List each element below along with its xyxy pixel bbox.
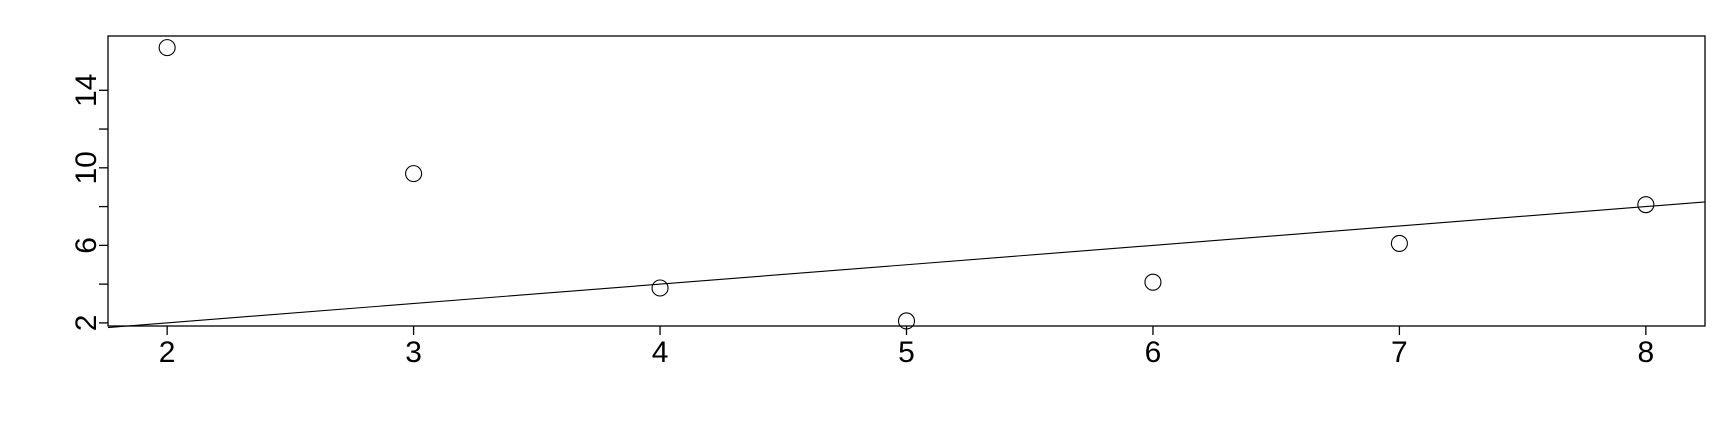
data-point [1637,196,1655,214]
x-tick-label: 6 [1145,336,1162,369]
x-tick-label: 2 [159,336,176,369]
data-point [1144,273,1162,291]
y-tick-label: 10 [70,151,103,184]
x-axis: 2 3 4 5 6 7 8 [159,326,1654,369]
x-tick-label: 4 [652,336,669,369]
x-tick-label: 8 [1638,336,1655,369]
data-point [405,165,423,183]
y-axis: 2 6 10 14 [70,74,108,332]
y-tick-label: 14 [70,74,103,107]
data-point [651,279,669,297]
data-point [158,39,176,57]
data-point [1390,234,1408,252]
y-tick-label: 2 [70,315,103,332]
reference-line-layer [107,201,1706,329]
x-tick-label: 5 [898,336,915,369]
data-point [897,312,916,330]
x-tick-label: 7 [1391,336,1408,369]
reference-line [107,201,1706,329]
y-tick-label: 6 [70,237,103,254]
points-layer [158,39,1655,330]
x-tick-label: 3 [405,336,422,369]
plot-frame [107,35,1706,327]
